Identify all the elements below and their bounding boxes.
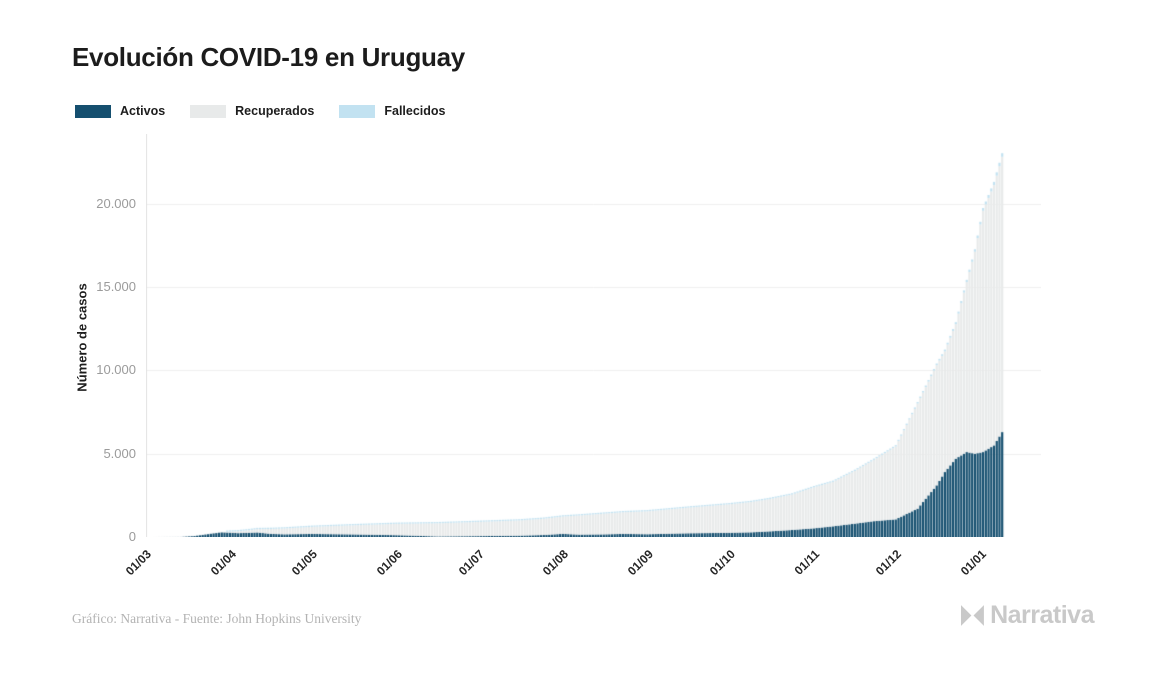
legend-label-fallecidos: Fallecidos xyxy=(384,104,446,118)
y-axis-tick-label: 10.000 xyxy=(96,362,136,378)
x-axis-tick-label: 01/10 xyxy=(706,547,738,579)
y-axis-tick-label: 5.000 xyxy=(103,445,136,461)
chart-title: Evolución COVID-19 en Uruguay xyxy=(72,42,465,72)
x-axis-tick-label: 01/12 xyxy=(873,547,905,579)
narrativa-logo-icon xyxy=(961,605,985,626)
x-axis-tick-label: 01/11 xyxy=(791,547,823,578)
x-axis-tick-label: 01/05 xyxy=(289,547,321,579)
recuperados-swatch-icon xyxy=(190,104,227,118)
y-axis-title: Número de casos xyxy=(74,283,90,392)
activos-swatch-icon xyxy=(75,104,111,118)
legend-label-activos: Activos xyxy=(120,104,166,118)
legend-label-recuperados: Recuperados xyxy=(235,104,315,118)
chart-canvas xyxy=(146,134,1041,537)
y-axis-tick-label: 0 xyxy=(128,529,136,544)
x-axis-tick-label: 01/08 xyxy=(540,547,572,579)
x-axis-tick-label: 01/04 xyxy=(207,547,239,579)
x-axis-tick-label: 01/06 xyxy=(373,547,405,579)
legend-item-fallecidos: Fallecidos xyxy=(339,104,446,118)
x-axis-tick-label: 01/09 xyxy=(624,547,657,579)
x-axis-tick-label: 01/07 xyxy=(455,547,487,579)
legend-item-recuperados: Recuperados xyxy=(190,104,314,118)
x-axis-tick-label: 01/01 xyxy=(957,547,989,579)
narrativa-logo-text: Narrativa xyxy=(990,601,1094,629)
fallecidos-swatch-icon xyxy=(339,104,376,118)
source-credit: Gráfico: Narrativa - Fuente: John Hopkin… xyxy=(72,611,362,626)
x-axis-tick-label: 01/03 xyxy=(122,547,154,579)
legend: Activos Recuperados Fallecidos xyxy=(75,104,446,118)
y-axis-tick-label: 15.000 xyxy=(96,279,136,295)
y-axis-tick-label: 20.000 xyxy=(96,195,136,211)
legend-item-activos: Activos xyxy=(75,104,165,118)
narrativa-logo: Narrativa xyxy=(961,601,1094,630)
